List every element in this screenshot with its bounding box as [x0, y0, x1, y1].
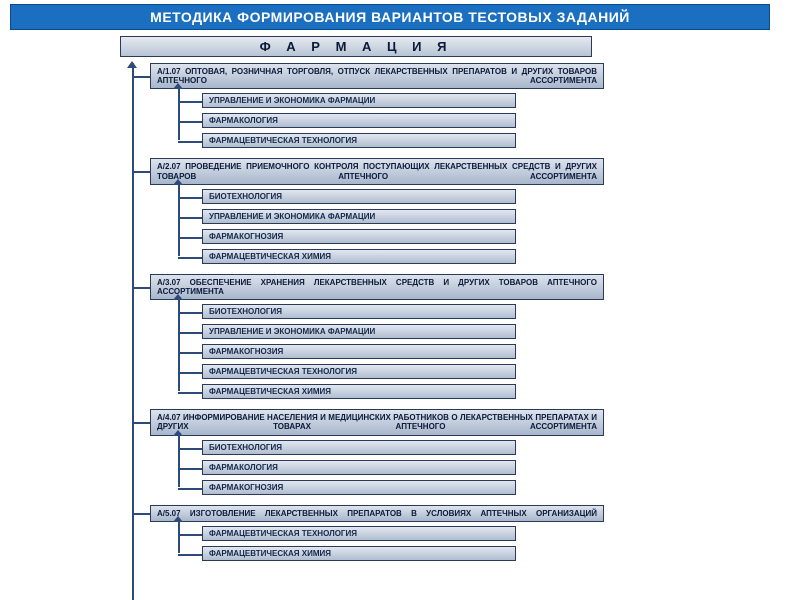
section-connector [132, 513, 150, 515]
child-node: ФАРМАКОЛОГИЯ [202, 460, 516, 475]
child-connector [178, 448, 202, 450]
child-node: УПРАВЛЕНИЕ И ЭКОНОМИКА ФАРМАЦИИ [202, 209, 516, 224]
child-node: ФАРМАЦЕВТИЧЕСКАЯ ТЕХНОЛОГИЯ [202, 526, 516, 541]
section-connector [132, 287, 150, 289]
child-trunk-arrow [173, 294, 183, 300]
child-connector [178, 121, 202, 123]
child-node: ФАРМАЦЕВТИЧЕСКАЯ ХИМИЯ [202, 384, 516, 399]
section-children: ФАРМАЦЕВТИЧЕСКАЯ ТЕХНОЛОГИЯ ФАРМАЦЕВТИЧЕС… [150, 522, 800, 565]
child-row: ФАРМАЦЕВТИЧЕСКАЯ ХИМИЯ [150, 545, 800, 565]
child-node: ФАРМАЦЕВТИЧЕСКАЯ ТЕХНОЛОГИЯ [202, 133, 516, 148]
section: А/3.07 ОБЕСПЕЧЕНИЕ ХРАНЕНИЯ ЛЕКАРСТВЕННЫ… [120, 274, 800, 403]
child-row: БИОТЕХНОЛОГИЯ [150, 303, 800, 323]
child-node: БИОТЕХНОЛОГИЯ [202, 189, 516, 204]
section-header: А/3.07 ОБЕСПЕЧЕНИЕ ХРАНЕНИЯ ЛЕКАРСТВЕННЫ… [150, 274, 604, 300]
section-children: БИОТЕХНОЛОГИЯ УПРАВЛЕНИЕ И ЭКОНОМИКА ФАРМ… [150, 185, 800, 268]
child-row: УПРАВЛЕНИЕ И ЭКОНОМИКА ФАРМАЦИИ [150, 92, 800, 112]
child-connector [178, 488, 202, 490]
child-trunk-arrow [173, 430, 183, 436]
child-connector [178, 554, 202, 556]
child-row: ФАРМАЦЕВТИЧЕСКАЯ ХИМИЯ [150, 248, 800, 268]
child-row: БИОТЕХНОЛОГИЯ [150, 439, 800, 459]
section-header: А/5.07 ИЗГОТОВЛЕНИЕ ЛЕКАРСТВЕННЫХ ПРЕПАР… [150, 505, 604, 522]
child-row: УПРАВЛЕНИЕ И ЭКОНОМИКА ФАРМАЦИИ [150, 323, 800, 343]
section-connector [132, 171, 150, 173]
child-connector [178, 197, 202, 199]
section-connector [132, 422, 150, 424]
section-header: А/1.07 ОПТОВАЯ, РОЗНИЧНАЯ ТОРГОВЛЯ, ОТПУ… [150, 63, 604, 89]
child-row: БИОТЕХНОЛОГИЯ [150, 188, 800, 208]
child-row: ФАРМАКОГНОЗИЯ [150, 479, 800, 499]
root-node: Ф А Р М А Ц И Я [120, 36, 592, 57]
child-connector [178, 217, 202, 219]
child-node: ФАРМАКОЛОГИЯ [202, 113, 516, 128]
child-row: ФАРМАКОЛОГИЯ [150, 112, 800, 132]
child-connector [178, 372, 202, 374]
section-header: А/2.07 ПРОВЕДЕНИЕ ПРИЕМОЧНОГО КОНТРОЛЯ П… [150, 158, 604, 184]
section-children: УПРАВЛЕНИЕ И ЭКОНОМИКА ФАРМАЦИИ ФАРМАКОЛО… [150, 89, 800, 152]
child-row: УПРАВЛЕНИЕ И ЭКОНОМИКА ФАРМАЦИИ [150, 208, 800, 228]
child-node: ФАРМАЦЕВТИЧЕСКАЯ ХИМИЯ [202, 249, 516, 264]
child-trunk-arrow [173, 179, 183, 185]
child-connector [178, 141, 202, 143]
child-connector [178, 101, 202, 103]
section: А/2.07 ПРОВЕДЕНИЕ ПРИЕМОЧНОГО КОНТРОЛЯ П… [120, 158, 800, 267]
child-connector [178, 237, 202, 239]
child-node: УПРАВЛЕНИЕ И ЭКОНОМИКА ФАРМАЦИИ [202, 93, 516, 108]
child-trunk-arrow [173, 83, 183, 89]
child-row: ФАРМАКОЛОГИЯ [150, 459, 800, 479]
child-row: ФАРМАЦЕВТИЧЕСКАЯ ХИМИЯ [150, 383, 800, 403]
child-node: ФАРМАЦЕВТИЧЕСКАЯ ТЕХНОЛОГИЯ [202, 364, 516, 379]
child-connector [178, 468, 202, 470]
child-node: ФАРМАКОГНОЗИЯ [202, 344, 516, 359]
child-node: БИОТЕХНОЛОГИЯ [202, 304, 516, 319]
child-connector [178, 312, 202, 314]
child-node: УПРАВЛЕНИЕ И ЭКОНОМИКА ФАРМАЦИИ [202, 324, 516, 339]
child-connector [178, 257, 202, 259]
child-connector [178, 352, 202, 354]
child-node: ФАРМАКОГНОЗИЯ [202, 229, 516, 244]
section-children: БИОТЕХНОЛОГИЯ УПРАВЛЕНИЕ И ЭКОНОМИКА ФАРМ… [150, 300, 800, 403]
section: А/4.07 ИНФОРМИРОВАНИЕ НАСЕЛЕНИЯ И МЕДИЦИ… [120, 409, 800, 498]
section-header: А/4.07 ИНФОРМИРОВАНИЕ НАСЕЛЕНИЯ И МЕДИЦИ… [150, 409, 604, 435]
child-trunk-arrow [173, 516, 183, 522]
child-row: ФАРМАЦЕВТИЧЕСКАЯ ТЕХНОЛОГИЯ [150, 363, 800, 383]
child-row: ФАРМАКОГНОЗИЯ [150, 343, 800, 363]
page-title: МЕТОДИКА ФОРМИРОВАНИЯ ВАРИАНТОВ ТЕСТОВЫХ… [10, 4, 770, 30]
child-row: ФАРМАЦЕВТИЧЕСКАЯ ТЕХНОЛОГИЯ [150, 525, 800, 545]
child-connector [178, 332, 202, 334]
child-node: ФАРМАЦЕВТИЧЕСКАЯ ХИМИЯ [202, 546, 516, 561]
section-connector [132, 76, 150, 78]
child-node: ФАРМАКОГНОЗИЯ [202, 480, 516, 495]
child-row: ФАРМАЦЕВТИЧЕСКАЯ ТЕХНОЛОГИЯ [150, 132, 800, 152]
section: А/1.07 ОПТОВАЯ, РОЗНИЧНАЯ ТОРГОВЛЯ, ОТПУ… [120, 63, 800, 152]
child-connector [178, 392, 202, 394]
section: А/5.07 ИЗГОТОВЛЕНИЕ ЛЕКАРСТВЕННЫХ ПРЕПАР… [120, 505, 800, 565]
child-row: ФАРМАКОГНОЗИЯ [150, 228, 800, 248]
section-children: БИОТЕХНОЛОГИЯ ФАРМАКОЛОГИЯ ФАРМАКОГНОЗИЯ [150, 436, 800, 499]
child-node: БИОТЕХНОЛОГИЯ [202, 440, 516, 455]
child-connector [178, 534, 202, 536]
tree: А/1.07 ОПТОВАЯ, РОЗНИЧНАЯ ТОРГОВЛЯ, ОТПУ… [120, 63, 800, 565]
